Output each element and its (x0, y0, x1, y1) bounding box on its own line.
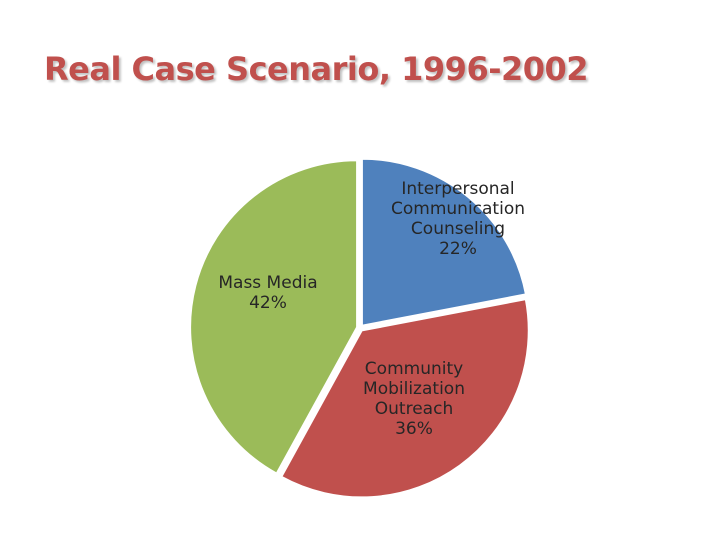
slice-label-line: Outreach (375, 399, 453, 419)
slice-label-line: Mass Media (218, 273, 317, 293)
slice-label-line: 36% (395, 419, 433, 439)
slice-label-line: Counseling (411, 219, 505, 239)
pie-slice-interpersonal (360, 157, 528, 327)
slice-label-community: Community Mobilization Outreach 36% (363, 359, 465, 439)
pie-slice-community (279, 297, 530, 499)
slice-label-interpersonal: Interpersonal Communication Counseling 22% (391, 179, 525, 259)
slice-label-line: Community (365, 359, 463, 379)
slice-label-line: Interpersonal (401, 179, 514, 199)
slice-label-mass-media: Mass Media 42% (218, 273, 317, 313)
pie-slice-mass-media (189, 159, 359, 475)
pie-slices (189, 157, 530, 499)
slice-label-line: 42% (249, 293, 287, 313)
slide-title: Real Case Scenario, 1996-2002 (44, 50, 589, 88)
slice-label-line: Communication (391, 199, 525, 219)
pie-labels: Interpersonal Communication Counseling 22%C… (218, 179, 525, 439)
slice-label-line: 22% (439, 239, 477, 259)
slice-label-line: Mobilization (363, 379, 465, 399)
